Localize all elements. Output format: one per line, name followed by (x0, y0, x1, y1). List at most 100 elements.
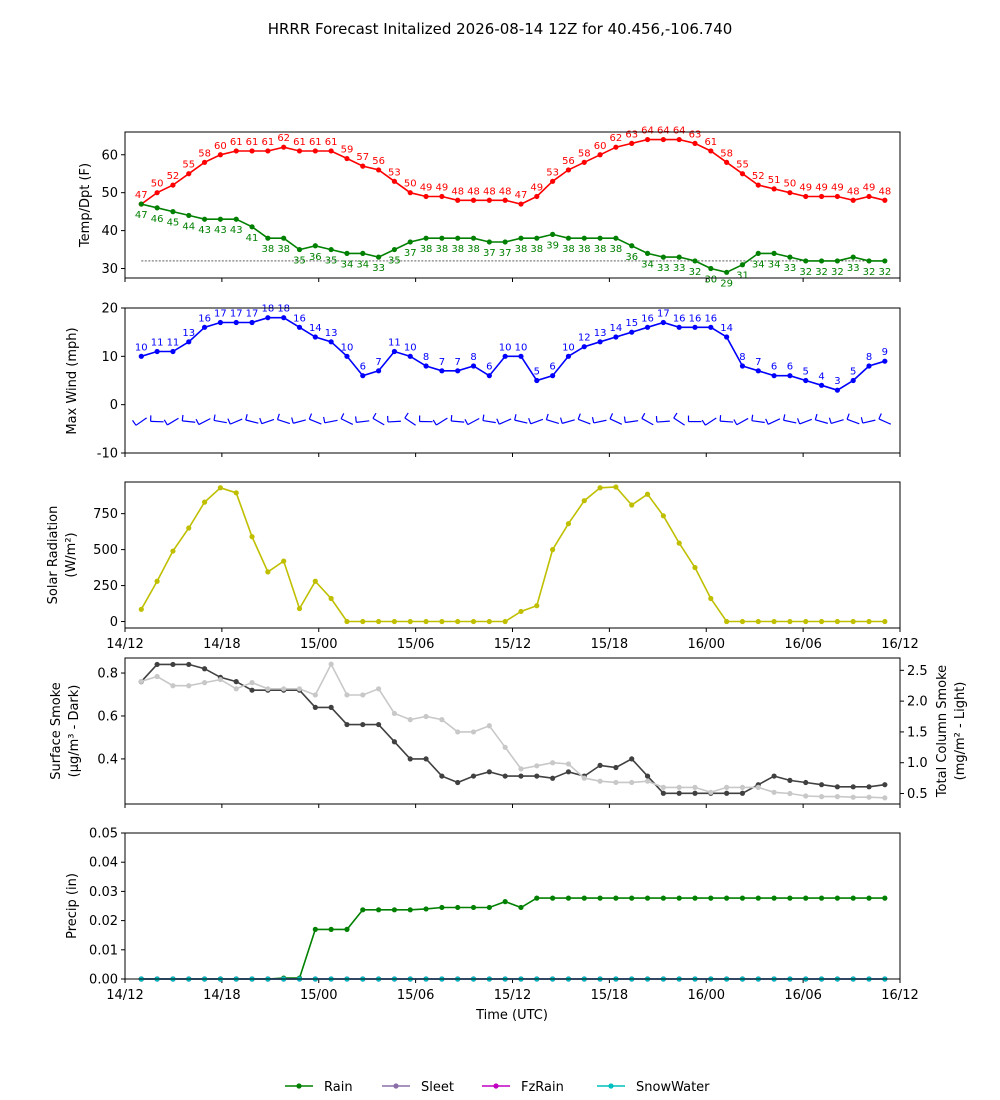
data-point-temperature-temp-43 (818, 193, 825, 200)
panel-solar-ylabel: Solar Radiation (46, 506, 61, 605)
data-label-temperature-temp-29: 60 (594, 141, 607, 152)
ytick-label-solar-1: 250 (93, 579, 118, 594)
data-point-solar-solar-radiation-8 (265, 569, 271, 575)
data-point-temperature-temp-8 (265, 148, 271, 154)
data-label-wind-max-wind-25: 5 (534, 367, 540, 378)
data-point-precip-rain-30 (613, 895, 619, 901)
data-label-temperature-temp-12: 61 (325, 137, 338, 148)
data-point-temperature-temp-9 (281, 144, 287, 150)
data-point-wind-max-wind-23 (502, 353, 508, 359)
data-point-temperature-temp-42 (803, 193, 809, 200)
data-point-temperature-dewpoint-40 (771, 250, 777, 256)
ytick-label-solar-0: 0 (110, 615, 118, 630)
data-point-temperature-temp-10 (296, 148, 303, 154)
ytick-label-smoke-2: 0.8 (97, 667, 118, 682)
data-point-solar-solar-radiation-40 (771, 618, 777, 625)
data-point-temperature-dewpoint-28 (581, 235, 587, 241)
wind-barb-22 (482, 414, 496, 424)
data-point-smoke-total-column-smoke-47 (882, 795, 888, 801)
panel-precip-ylabel: Precip (in) (65, 873, 80, 939)
data-label-temperature-temp-30: 62 (610, 133, 623, 144)
data-point-smoke-total-column-smoke-10 (296, 686, 303, 692)
data-label-wind-max-wind-0: 10 (135, 342, 148, 353)
data-label-wind-max-wind-14: 6 (360, 362, 366, 373)
data-label-temperature-temp-36: 61 (704, 137, 717, 148)
data-point-temperature-dewpoint-44 (834, 258, 840, 264)
data-point-precip-rain-18 (423, 906, 429, 912)
data-point-temperature-temp-15 (376, 167, 382, 173)
data-point-precip-rain-19 (439, 904, 445, 911)
data-label-temperature-temp-21: 48 (467, 186, 480, 197)
data-label-temperature-dewpoint-47: 32 (878, 267, 891, 278)
legend-label-sleet: Sleet (421, 1080, 454, 1095)
data-point-temperature-dewpoint-39 (755, 250, 761, 256)
data-label-wind-max-wind-40: 6 (771, 362, 777, 373)
xtick-label-precip-1: 14/18 (203, 988, 240, 1003)
data-point-wind-max-wind-19 (439, 368, 445, 374)
data-label-temperature-dewpoint-7: 41 (246, 233, 259, 244)
wind-barb-16 (387, 415, 401, 423)
data-label-temperature-temp-17: 50 (404, 179, 417, 190)
data-point-wind-max-wind-38 (739, 363, 746, 369)
data-point-smoke-total-column-smoke-40 (771, 789, 777, 795)
panel-precip: 0.00 0.01 0.02 0.03 0.04 0.05 14/12 14/18 15/00 1… (65, 827, 919, 1004)
data-point-temperature-temp-25 (534, 193, 540, 200)
data-point-solar-solar-radiation-24 (518, 608, 524, 615)
data-point-temperature-dewpoint-0 (138, 201, 144, 207)
data-point-wind-max-wind-14 (360, 373, 366, 379)
legend-marker-rain (296, 1083, 302, 1089)
data-label-temperature-temp-44: 49 (831, 182, 844, 193)
data-point-wind-max-wind-5 (217, 319, 223, 326)
data-point-smoke-total-column-smoke-37 (724, 784, 730, 790)
data-point-temperature-dewpoint-17 (407, 239, 413, 245)
data-label-wind-max-wind-41: 6 (787, 362, 793, 373)
data-point-solar-solar-radiation-0 (138, 606, 144, 612)
data-label-temperature-temp-11: 61 (309, 137, 322, 148)
data-label-temperature-dewpoint-5: 43 (214, 225, 227, 236)
data-point-temperature-temp-38 (739, 171, 746, 177)
data-label-temperature-dewpoint-19: 38 (436, 244, 449, 255)
data-label-temperature-temp-45: 48 (847, 186, 860, 197)
data-point-precip-rain-39 (755, 895, 761, 901)
data-point-smoke-surface-smoke-45 (850, 784, 856, 790)
panel-smoke-plot: 0.4 0.6 0.8 0.5 1.0 1.5 2.0 2.5 (97, 661, 928, 808)
data-label-wind-max-wind-16: 11 (388, 338, 401, 349)
wind-barb-23 (496, 418, 512, 425)
data-point-solar-solar-radiation-18 (423, 618, 429, 625)
data-label-temperature-dewpoint-2: 45 (167, 218, 180, 229)
ytick-label-precip-4: 0.04 (89, 856, 118, 871)
data-label-temperature-temp-26: 53 (546, 167, 559, 178)
data-point-temperature-temp-28 (581, 159, 587, 165)
data-point-precip-rain-42 (803, 895, 809, 901)
data-point-smoke-total-column-smoke-0 (138, 678, 144, 685)
data-point-temperature-temp-36 (708, 148, 714, 154)
data-point-wind-max-wind-40 (771, 373, 777, 379)
data-point-temperature-temp-4 (201, 159, 208, 165)
panel-smoke: 0.4 0.6 0.8 0.5 1.0 1.5 2.0 2.5 Surface Smoke (… (49, 657, 968, 808)
data-point-temperature-temp-22 (486, 197, 492, 203)
data-label-temperature-dewpoint-46: 32 (863, 267, 876, 278)
data-point-precip-rain-46 (866, 895, 872, 901)
data-point-smoke-surface-smoke-1 (154, 661, 160, 668)
wind-barb-20 (450, 414, 465, 423)
data-point-temperature-temp-3 (186, 171, 192, 177)
data-point-precip-rain-16 (391, 907, 398, 913)
data-label-temperature-dewpoint-6: 43 (230, 225, 243, 236)
data-label-wind-max-wind-5: 17 (214, 309, 227, 320)
data-point-smoke-surface-smoke-19 (439, 773, 445, 779)
data-point-solar-solar-radiation-41 (787, 618, 793, 625)
wind-barb-7 (245, 414, 259, 424)
wind-barb-24 (514, 414, 528, 424)
data-label-temperature-dewpoint-16: 35 (388, 256, 401, 267)
data-point-precip-rain-34 (676, 895, 682, 901)
data-point-solar-solar-radiation-23 (502, 618, 508, 625)
legend: Rain Sleet FzRain SnowWater (285, 1080, 710, 1095)
data-point-solar-solar-radiation-32 (644, 491, 651, 497)
data-label-temperature-temp-38: 55 (736, 160, 749, 171)
data-label-temperature-dewpoint-4: 43 (198, 225, 211, 236)
data-label-wind-max-wind-37: 14 (720, 323, 733, 334)
panel-solar: 0 250 500 750 14/12 14/18 15/00 15/06 15/12 15/18… (46, 481, 919, 652)
data-point-temperature-temp-45 (850, 197, 856, 203)
xtick-label-solar-7: 16/06 (784, 637, 821, 652)
data-point-wind-max-wind-15 (376, 368, 382, 374)
